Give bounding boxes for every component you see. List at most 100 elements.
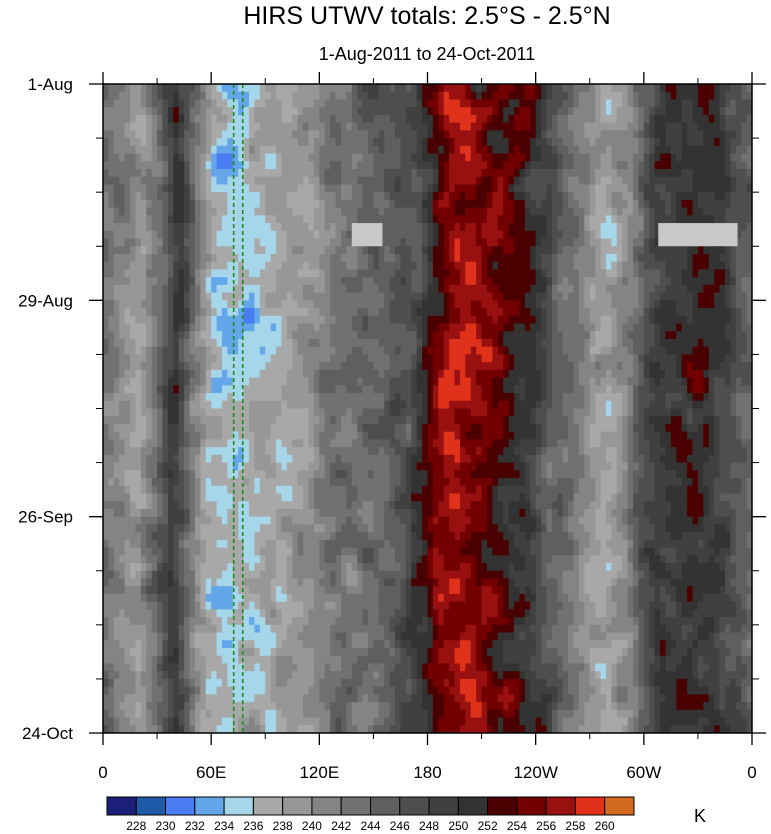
heatmap-cell: [395, 331, 402, 340]
heatmap-cell: [362, 385, 369, 394]
heatmap-cell: [714, 168, 721, 178]
heatmap-cell: [438, 269, 445, 278]
heatmap-cell: [746, 223, 752, 232]
heatmap-cell: [362, 269, 369, 278]
heatmap-cell: [324, 223, 331, 232]
heatmap-cell: [113, 385, 120, 394]
heatmap-cell: [438, 315, 445, 325]
heatmap-cell: [162, 192, 169, 201]
heatmap-cell: [714, 84, 721, 93]
heatmap-cell: [465, 199, 472, 209]
heatmap-cell: [303, 122, 310, 131]
heatmap-cell: [384, 261, 391, 271]
heatmap-cell: [476, 238, 483, 247]
heatmap-cell: [189, 130, 196, 139]
heatmap-cell: [638, 338, 645, 348]
heatmap-cell: [119, 400, 126, 410]
heatmap-cell: [384, 145, 391, 155]
heatmap-cell: [130, 300, 137, 309]
heatmap-cell: [443, 99, 450, 108]
heatmap-cell: [130, 246, 137, 255]
heatmap-cell: [660, 362, 667, 371]
heatmap-cell: [297, 261, 304, 271]
heatmap-cell: [692, 84, 699, 93]
heatmap-cell: [194, 145, 201, 155]
heatmap-cell: [486, 400, 493, 410]
heatmap-cell: [157, 130, 164, 139]
heatmap-cell: [308, 308, 315, 317]
heatmap-cell: [654, 107, 661, 116]
heatmap-cell: [687, 300, 694, 309]
heatmap-cell: [687, 176, 694, 186]
heatmap-cell: [546, 138, 553, 147]
heatmap-cell: [200, 168, 207, 178]
heatmap-cell: [627, 377, 634, 386]
heatmap-cell: [584, 323, 591, 332]
heatmap-cell: [184, 84, 191, 93]
heatmap-cell: [551, 130, 558, 139]
heatmap-cell: [692, 253, 699, 263]
heatmap-cell: [427, 246, 434, 255]
heatmap-cell: [535, 114, 542, 124]
heatmap-cell: [189, 354, 196, 363]
heatmap-cell: [557, 130, 564, 139]
heatmap-cell: [151, 215, 158, 224]
heatmap-cell: [481, 246, 488, 255]
heatmap-cell: [605, 192, 612, 201]
heatmap-cell: [368, 153, 375, 162]
heatmap-cell: [568, 161, 575, 170]
heatmap-cell: [714, 315, 721, 325]
heatmap-cell: [541, 176, 548, 186]
heatmap-cell: [119, 269, 126, 278]
heatmap-cell: [622, 362, 629, 371]
heatmap-cell: [373, 277, 380, 286]
heatmap-cell: [362, 130, 369, 139]
heatmap-cell: [643, 99, 650, 108]
heatmap-cell: [703, 176, 710, 186]
heatmap-cell: [449, 331, 456, 340]
heatmap-cell: [324, 385, 331, 394]
heatmap-cell: [232, 292, 239, 301]
heatmap-cell: [643, 114, 650, 124]
heatmap-cell: [124, 385, 131, 394]
heatmap-cell: [189, 323, 196, 332]
heatmap-cell: [573, 246, 580, 255]
heatmap-cell: [638, 192, 645, 201]
heatmap-cell: [643, 238, 650, 247]
heatmap-cell: [692, 176, 699, 186]
heatmap-cell: [589, 331, 596, 340]
heatmap-cell: [346, 269, 353, 278]
heatmap-cell: [746, 153, 752, 162]
heatmap-cell: [530, 315, 537, 325]
heatmap-cell: [541, 223, 548, 232]
heatmap-cell: [605, 122, 612, 131]
heatmap-cell: [276, 230, 283, 240]
heatmap-cell: [692, 377, 699, 386]
heatmap-cell: [395, 168, 402, 178]
heatmap-cell: [184, 315, 191, 325]
heatmap-cell: [486, 138, 493, 147]
heatmap-cell: [184, 99, 191, 108]
heatmap-cell: [535, 91, 542, 101]
heatmap-cell: [362, 369, 369, 379]
heatmap-cell: [259, 207, 266, 216]
heatmap-cell: [292, 246, 299, 255]
heatmap-cell: [232, 107, 239, 116]
heatmap-cell: [535, 323, 542, 332]
heatmap-cell: [384, 153, 391, 162]
heatmap-cell: [654, 292, 661, 301]
heatmap-cell: [454, 145, 461, 155]
heatmap-cell: [649, 261, 656, 271]
heatmap-cell: [746, 230, 752, 240]
heatmap-cell: [221, 369, 228, 379]
heatmap-cell: [238, 393, 245, 402]
heatmap-cell: [573, 91, 580, 101]
heatmap-cell: [481, 323, 488, 332]
heatmap-cell: [470, 261, 477, 271]
heatmap-cell: [584, 107, 591, 116]
heatmap-cell: [157, 315, 164, 325]
heatmap-cell: [438, 377, 445, 386]
heatmap-cell: [130, 400, 137, 410]
heatmap-cell: [124, 138, 131, 147]
heatmap-cell: [611, 192, 618, 201]
